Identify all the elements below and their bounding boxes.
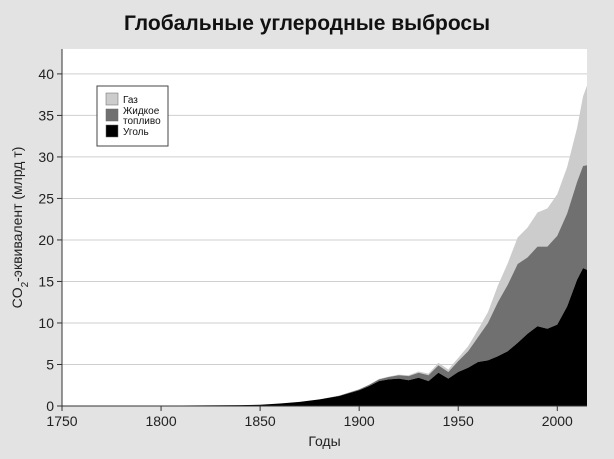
legend-label-Жидкое-топливо: Жидкое топливо xyxy=(123,106,161,127)
y-tick-label-30: 30 xyxy=(38,149,54,165)
y-axis-label: CO2-эквивалент (млрд т) xyxy=(9,147,31,309)
area-series-Уголь xyxy=(62,268,587,406)
x-axis-label: Годы xyxy=(308,433,340,449)
x-tick-label-2000: 2000 xyxy=(542,413,573,429)
x-tick-label-1800: 1800 xyxy=(145,413,176,429)
y-tick-label-5: 5 xyxy=(46,356,54,372)
legend-swatch-Газ xyxy=(105,92,119,106)
y-tick-label-0: 0 xyxy=(46,398,54,414)
y-tick-label-40: 40 xyxy=(38,66,54,82)
legend-label-Уголь: Уголь xyxy=(123,127,149,138)
legend-swatch-Уголь xyxy=(105,124,119,138)
x-tick-label-1850: 1850 xyxy=(245,413,276,429)
x-tick-label-1900: 1900 xyxy=(344,413,375,429)
y-tick-label-25: 25 xyxy=(38,190,54,206)
legend-swatch-Жидкое-топливо xyxy=(105,108,119,122)
y-tick-label-35: 35 xyxy=(38,107,54,123)
x-tick-label-1950: 1950 xyxy=(443,413,474,429)
chart-title: Глобальные углеродные выбросы xyxy=(123,12,491,35)
y-tick-label-15: 15 xyxy=(38,273,54,289)
y-tick-label-20: 20 xyxy=(38,232,54,248)
legend-label-Газ: Газ xyxy=(123,95,138,106)
x-tick-label-1750: 1750 xyxy=(46,413,77,429)
y-tick-label-10: 10 xyxy=(38,315,54,331)
